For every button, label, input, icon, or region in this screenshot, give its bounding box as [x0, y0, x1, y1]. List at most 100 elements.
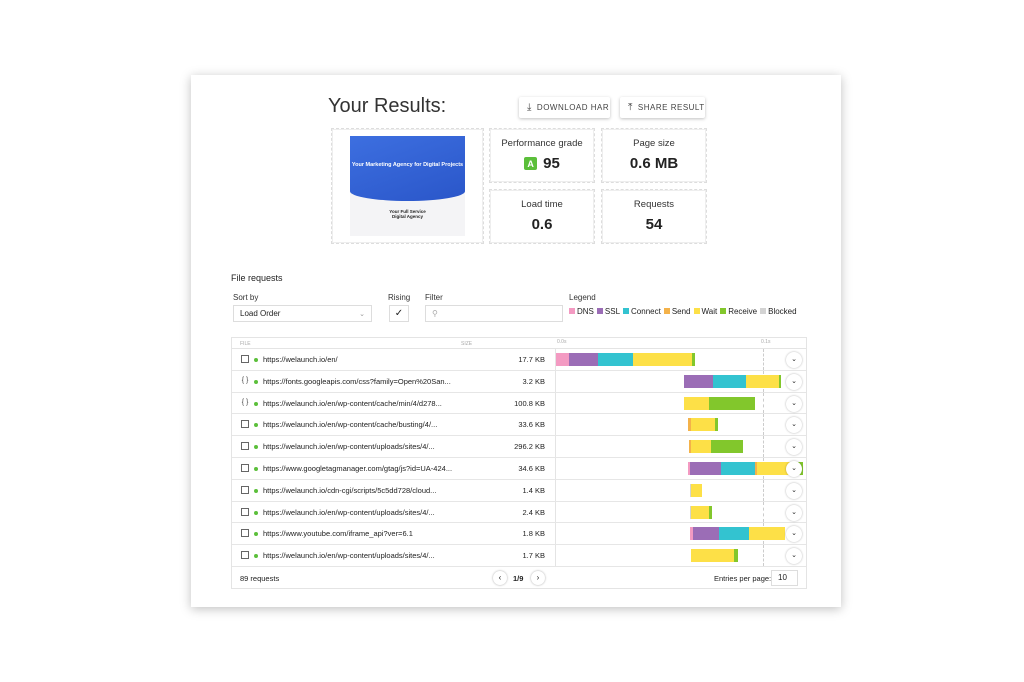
sort-by-select[interactable]: Load Order ⌄	[233, 305, 372, 322]
file-url[interactable]: https://welaunch.io/en/	[263, 355, 338, 364]
expand-row-button[interactable]: ⌄	[786, 352, 802, 368]
download-har-button[interactable]: ⤓ DOWNLOAD HAR	[519, 97, 610, 118]
file-url[interactable]: https://www.youtube.com/iframe_api?ver=6…	[263, 529, 413, 539]
file-size: 1.7 KB	[522, 551, 545, 561]
legend-swatch	[623, 308, 630, 314]
timing-bar-dns	[690, 527, 694, 541]
grade-badge: A	[524, 157, 538, 170]
script-icon	[241, 420, 249, 429]
status-dot	[254, 554, 258, 559]
tick-0s: 0.0s	[557, 339, 567, 345]
css-braces-icon: { }	[241, 398, 249, 406]
page-screenshot: Your Marketing Agency for Digital Projec…	[350, 136, 465, 236]
metric-value: 0.6 MB	[629, 155, 679, 172]
screenshot-hero: Your Marketing Agency for Digital Projec…	[350, 136, 465, 201]
timeline	[555, 457, 807, 479]
expand-row-button[interactable]: ⌄	[786, 504, 802, 521]
file-url[interactable]: https://fonts.googleapis.com/css?family=…	[263, 376, 451, 386]
legend-item-wait: Wait	[693, 307, 718, 316]
table-row[interactable]: https://www.googletagmanager.com/gtag/js…	[232, 457, 807, 480]
timing-bar-receive	[714, 418, 719, 432]
metric-label: Load time	[521, 199, 563, 210]
timing-bar-wait	[690, 418, 715, 432]
timing-bar-blocked	[690, 505, 692, 519]
legend-label: Legend	[569, 293, 596, 302]
timeline	[555, 523, 807, 545]
table-footer: 89 requests ‹ 1/9 › Entries per page: 10	[232, 567, 806, 589]
timeline	[555, 501, 807, 523]
timing-bar-connect	[712, 374, 747, 388]
timing-bar-dns	[688, 461, 691, 475]
status-dot	[254, 358, 258, 362]
table-header: FILE SIZE 0.0s 0.1s	[232, 338, 806, 349]
table-row[interactable]: https://welaunch.io/en/wp-content/cache/…	[232, 414, 807, 437]
file-url[interactable]: https://www.googletagmanager.com/gtag/js…	[263, 463, 453, 473]
file-url[interactable]: https://welaunch.io/en/wp-content/upload…	[263, 551, 435, 561]
timing-bar-dns	[556, 353, 569, 366]
status-dot	[254, 401, 258, 406]
table-row[interactable]: https://welaunch.io/en/ 17.7 KB ⌄	[232, 349, 806, 371]
filter-input[interactable]: ⚲	[425, 305, 563, 322]
chevron-down-icon: ⌄	[359, 310, 365, 318]
table-row[interactable]: { } https://fonts.googleapis.com/css?fam…	[232, 370, 806, 393]
metric-label: Performance grade	[501, 138, 583, 149]
legend-swatch	[720, 308, 727, 314]
file-size: 34.6 KB	[518, 463, 545, 473]
expand-row-button[interactable]: ⌄	[786, 439, 802, 456]
prev-page-button[interactable]: ‹	[493, 570, 507, 585]
metric-performance: Performance grade A 95	[489, 128, 595, 183]
expand-row-button[interactable]: ⌄	[786, 417, 802, 434]
script-icon	[241, 529, 249, 538]
legend-text: Wait	[701, 307, 718, 316]
timing-bar-connect	[598, 353, 633, 366]
results-card: Your Results: ⤓ DOWNLOAD HAR ⤒ SHARE RESUL…	[191, 75, 841, 607]
screenshot-subtext: Your Full Service Digital Agency	[389, 209, 426, 219]
script-icon	[241, 485, 249, 494]
legend-item-connect: Connect	[623, 307, 661, 316]
legend-swatch	[693, 308, 700, 314]
file-url[interactable]: https://welaunch.io/en/wp-content/upload…	[263, 442, 435, 452]
file-size: 3.2 KB	[522, 376, 545, 386]
metric-label: Requests	[633, 199, 675, 210]
legend-item-dns: DNS	[569, 307, 594, 316]
next-page-button[interactable]: ›	[531, 570, 545, 585]
table-row[interactable]: https://welaunch.io/en/wp-content/upload…	[232, 436, 806, 458]
table-row[interactable]: https://www.youtube.com/iframe_api?ver=6…	[232, 523, 807, 546]
table-row[interactable]: https://welaunch.io/cdn-cgi/scripts/5c5d…	[232, 479, 806, 502]
expand-row-button[interactable]: ⌄	[786, 548, 802, 565]
timeline	[555, 414, 807, 436]
file-url[interactable]: https://welaunch.io/en/wp-content/upload…	[263, 507, 435, 517]
metric-value: 95	[543, 155, 560, 172]
timing-bar-connect	[718, 527, 750, 541]
legend-text: SSL	[604, 307, 621, 316]
file-size: 17.7 KB	[518, 355, 545, 364]
expand-row-button[interactable]: ⌄	[786, 460, 802, 477]
entries-per-page-input[interactable]: 10	[771, 569, 798, 586]
file-url[interactable]: https://welaunch.io/cdn-cgi/scripts/5c5d…	[263, 485, 437, 495]
expand-row-button[interactable]: ⌄	[786, 526, 802, 543]
expand-row-button[interactable]: ⌄	[786, 395, 802, 412]
timing-bar-wait	[691, 483, 702, 497]
legend-item-ssl: SSL	[596, 307, 621, 316]
legend-text: Blocked	[768, 307, 797, 316]
status-dot	[254, 532, 258, 537]
expand-row-button[interactable]: ⌄	[786, 373, 802, 390]
legend-text: Connect	[631, 307, 661, 316]
timing-bar-wait	[746, 374, 779, 388]
file-url[interactable]: https://welaunch.io/en/wp-content/cache/…	[263, 420, 438, 430]
expand-row-button[interactable]: ⌄	[786, 482, 802, 499]
timing-bar-wait	[684, 396, 709, 410]
table-row[interactable]: https://welaunch.io/en/wp-content/upload…	[232, 545, 806, 567]
file-url[interactable]: https://welaunch.io/en/wp-content/cache/…	[263, 398, 442, 408]
table-row[interactable]: https://welaunch.io/en/wp-content/upload…	[232, 501, 807, 524]
metric-load-time: Load time 0.6	[489, 189, 595, 244]
timing-bar-receive	[708, 505, 712, 519]
legend-item-send: Send	[663, 307, 691, 316]
rising-checkbox[interactable]: ✓	[389, 305, 409, 322]
share-result-button[interactable]: ⤒ SHARE RESULT	[620, 97, 705, 118]
file-size: 296.2 KB	[514, 442, 545, 452]
legend-swatch	[569, 308, 575, 314]
check-icon: ✓	[394, 308, 404, 319]
table-row[interactable]: { } https://welaunch.io/en/wp-content/ca…	[232, 392, 806, 415]
timing-bar-receive	[734, 549, 739, 563]
